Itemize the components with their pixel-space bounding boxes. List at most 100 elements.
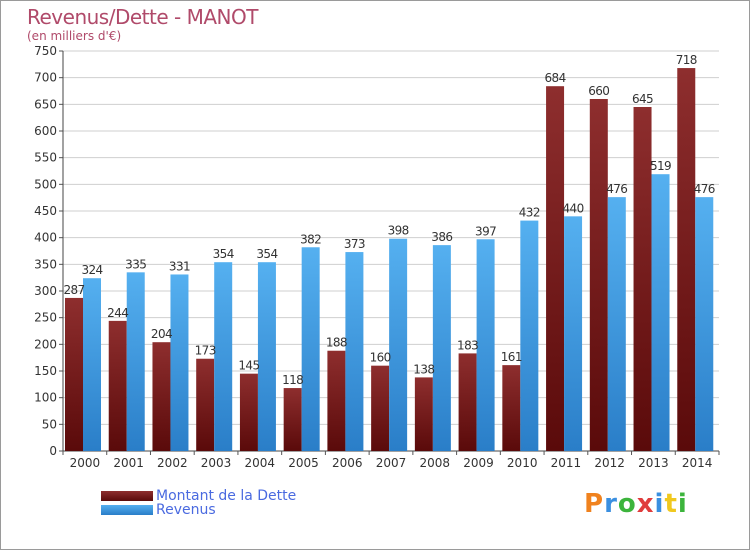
- x-tick-label: 2001: [113, 456, 144, 470]
- value-label-revenus: 331: [169, 259, 190, 273]
- bar-revenus: [476, 239, 495, 451]
- value-label-revenus: 440: [563, 201, 584, 215]
- x-tick-label: 2007: [376, 456, 407, 470]
- value-label-revenus: 398: [388, 224, 409, 238]
- logo-letter: x: [636, 489, 655, 519]
- logo-letter: i: [677, 489, 688, 519]
- y-tick-label: 200: [34, 337, 57, 351]
- x-tick-label: 2002: [157, 456, 188, 470]
- legend-swatch-revenus: [101, 505, 153, 515]
- value-label-dette: 160: [370, 351, 391, 365]
- value-label-revenus: 324: [81, 263, 102, 277]
- x-tick-label: 2006: [332, 456, 363, 470]
- y-tick-label: 650: [34, 97, 57, 111]
- bar-dette: [65, 297, 83, 451]
- bar-dette: [108, 320, 127, 451]
- x-tick-label: 2003: [201, 456, 232, 470]
- y-tick-label: 150: [34, 364, 57, 378]
- bar-dette: [633, 107, 652, 451]
- legend-swatch-dette: [101, 491, 153, 501]
- value-label-dette: 145: [238, 359, 259, 373]
- value-label-dette: 173: [195, 344, 216, 358]
- value-label-revenus: 386: [431, 230, 452, 244]
- value-label-revenus: 382: [300, 232, 321, 246]
- chart-subtitle: (en milliers d'€): [27, 29, 122, 43]
- logo-letter: t: [664, 489, 678, 519]
- bar-revenus: [301, 247, 320, 451]
- y-tick-label: 750: [34, 44, 57, 58]
- value-label-dette: 188: [326, 336, 347, 350]
- value-label-dette: 718: [676, 53, 697, 67]
- bar-revenus: [607, 197, 626, 451]
- bar-revenus: [651, 174, 670, 451]
- y-tick-label: 300: [34, 284, 57, 298]
- value-label-revenus: 335: [125, 257, 146, 271]
- y-tick-label: 450: [34, 204, 57, 218]
- bar-revenus: [432, 245, 451, 451]
- bar-revenus: [83, 278, 101, 451]
- legend-label-dette: Montant de la Dette: [156, 488, 297, 504]
- legend-item-revenus: Revenus: [101, 502, 216, 518]
- y-tick-label: 0: [49, 444, 57, 458]
- value-label-dette: 161: [501, 350, 522, 364]
- value-label-revenus: 519: [650, 159, 671, 173]
- y-tick-label: 250: [34, 311, 57, 325]
- x-tick-label: 2010: [507, 456, 538, 470]
- x-tick-label: 2000: [70, 456, 101, 470]
- x-tick-label: 2012: [594, 456, 625, 470]
- logo-letter: r: [604, 489, 618, 519]
- legend-item-dette: Montant de la Dette: [101, 488, 297, 504]
- bar-revenus: [389, 238, 408, 451]
- y-tick-label: 600: [34, 124, 57, 138]
- y-tick-label: 400: [34, 231, 57, 245]
- value-label-dette: 118: [282, 373, 303, 387]
- bar-revenus: [520, 220, 539, 451]
- bar-dette: [589, 99, 608, 451]
- logo-letter: P: [584, 489, 605, 519]
- value-label-revenus: 354: [256, 247, 277, 261]
- x-tick-label: 2008: [419, 456, 450, 470]
- bar-revenus: [695, 197, 714, 451]
- proxiti-logo: Proxiti: [584, 489, 688, 519]
- value-label-dette: 287: [63, 283, 84, 297]
- bar-dette: [414, 377, 433, 451]
- bar-dette: [152, 342, 171, 451]
- value-label-dette: 244: [107, 306, 128, 320]
- value-label-revenus: 373: [344, 237, 365, 251]
- bar-revenus: [345, 252, 364, 451]
- bar-dette: [502, 365, 521, 451]
- logo-letter: i: [654, 489, 665, 519]
- bar-revenus: [170, 274, 189, 451]
- y-tick-label: 550: [34, 151, 57, 165]
- value-label-revenus: 354: [213, 247, 234, 261]
- y-tick-label: 50: [42, 417, 57, 431]
- bar-dette: [196, 358, 215, 451]
- x-tick-label: 2014: [682, 456, 713, 470]
- y-tick-label: 350: [34, 257, 57, 271]
- value-label-dette: 204: [151, 327, 172, 341]
- y-tick-label: 500: [34, 177, 57, 191]
- bar-revenus: [126, 272, 145, 451]
- bar-revenus: [257, 262, 276, 451]
- bar-dette: [371, 365, 390, 451]
- x-tick-label: 2009: [463, 456, 494, 470]
- legend-label-revenus: Revenus: [156, 502, 216, 518]
- bar-dette: [283, 388, 302, 451]
- bar-dette: [327, 350, 346, 451]
- value-label-dette: 684: [545, 71, 566, 85]
- chart-title: Revenus/Dette - MANOT: [27, 5, 258, 29]
- value-label-dette: 645: [632, 92, 653, 106]
- bar-dette: [458, 353, 477, 451]
- bar-dette: [677, 68, 696, 452]
- bar-dette: [546, 86, 565, 451]
- x-tick-label: 2005: [288, 456, 319, 470]
- bar-dette: [239, 373, 258, 451]
- value-label-dette: 660: [588, 84, 609, 98]
- logo-letter: o: [617, 489, 637, 519]
- bar-revenus: [564, 216, 583, 451]
- value-label-dette: 183: [457, 338, 478, 352]
- value-label-revenus: 476: [694, 182, 715, 196]
- value-label-revenus: 432: [519, 206, 540, 220]
